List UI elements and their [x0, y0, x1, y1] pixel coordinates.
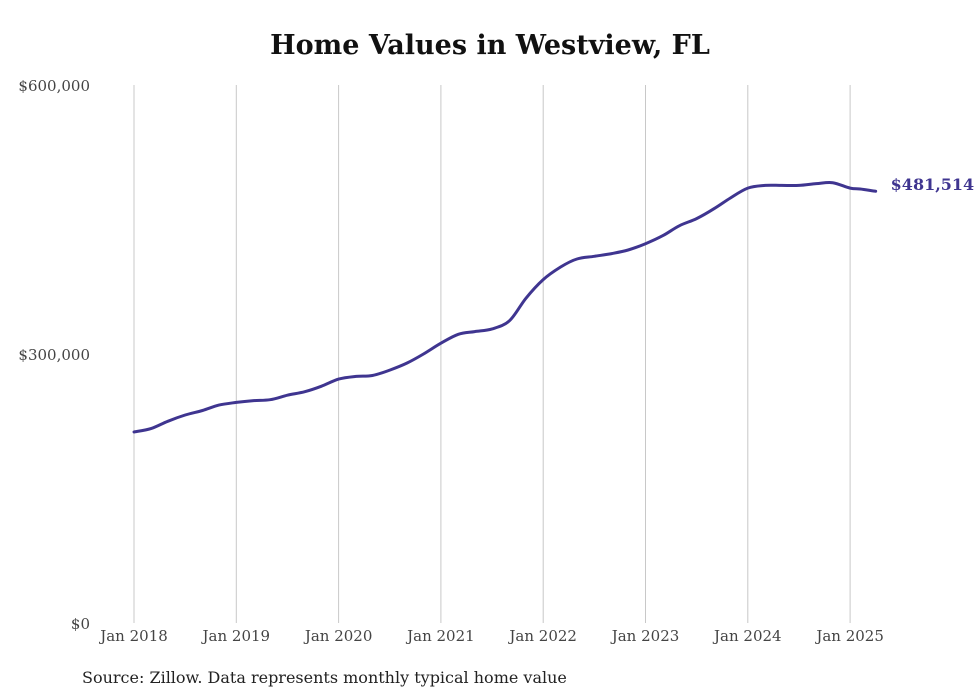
series-line [132, 180, 878, 434]
series-layer: $481,514 [132, 175, 975, 434]
chart-title: Home Values in Westview, FL [270, 30, 710, 61]
x-tick-label: Jan 2025 [814, 627, 884, 645]
x-tick-label: Jan 2018 [98, 627, 168, 645]
y-tick-label: $600,000 [18, 77, 90, 95]
y-tick-label: $300,000 [18, 346, 90, 364]
end-value-label: $481,514 [891, 175, 975, 194]
x-axis: Jan 2018 Jan 2019 Jan 2020 Jan 2021 Jan 2022… [98, 627, 884, 645]
grid-layer [133, 85, 851, 623]
x-tick-label: Jan 2023 [610, 627, 680, 645]
x-tick-label: Jan 2019 [201, 627, 271, 645]
y-tick-label: $0 [71, 615, 90, 633]
x-tick-label: Jan 2024 [712, 627, 782, 645]
source-note: Source: Zillow. Data represents monthly … [82, 668, 567, 687]
x-tick-label: Jan 2020 [303, 627, 373, 645]
x-tick-label: Jan 2021 [405, 627, 475, 645]
y-axis: $0 $300,000 $600,000 [18, 77, 90, 633]
x-tick-label: Jan 2022 [507, 627, 577, 645]
